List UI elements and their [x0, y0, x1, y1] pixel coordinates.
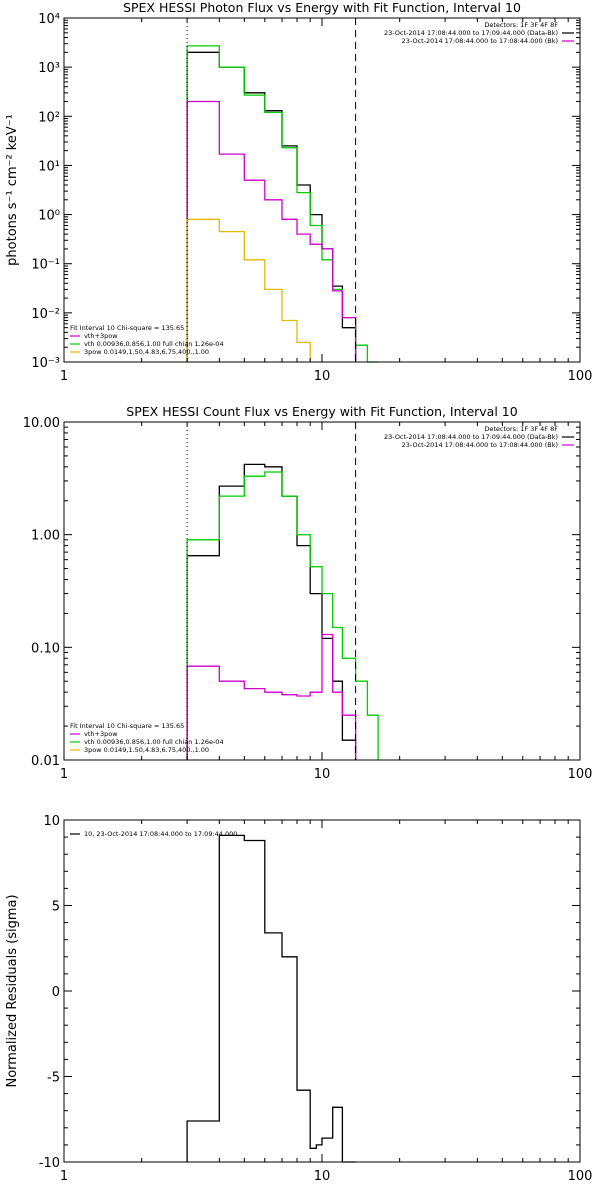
x-tick-label: 10 — [314, 369, 331, 384]
info-line: 23-Oct-2014 17:08:44.000 to 17:09:44.000… — [384, 433, 558, 441]
chart-title: SPEX HESSI Count Flux vs Energy with Fit… — [126, 404, 517, 419]
y-tick-label: 10 — [43, 814, 60, 829]
y-tick-label: 10.00 — [23, 416, 60, 431]
series-2-line — [186, 633, 357, 760]
legend-entry: vth+3pow — [84, 332, 118, 340]
info-line: 23-Oct-2014 17:08:44.000 to 17:08:44.000… — [402, 441, 558, 449]
y-tick-label: 0.01 — [31, 754, 60, 769]
y-tick-label: 5 — [52, 900, 60, 915]
chart-title: SPEX HESSI Photon Flux vs Energy with Fi… — [123, 0, 521, 15]
legend-entry: 3pow 0.0149,1.50,4.83,6.75,400.,1.00 — [84, 746, 209, 754]
x-tick-label: 1 — [60, 369, 68, 384]
info-line: 23-Oct-2014 17:08:44.000 to 17:08:44.000… — [402, 37, 558, 45]
x-tick-label: 10 — [314, 1169, 331, 1184]
x-tick-label: 100 — [568, 369, 593, 384]
x-tick-label: 100 — [568, 767, 593, 782]
y-tick-label: 10⁻³ — [31, 356, 60, 371]
legend-entry: Fit Interval 10 Chi-square = 135.65 — [70, 722, 184, 730]
y-tick-label: 10⁴ — [38, 12, 60, 27]
x-tick-label: 100 — [568, 1169, 593, 1184]
legend-entry: 10, 23-Oct-2014 17:08:44.000 to 17:09:44… — [84, 830, 237, 838]
x-tick-label: 10 — [314, 767, 331, 782]
y-tick-label: 10⁻² — [31, 307, 60, 322]
legend-entry: vth 0.00936,0.856,1.00 full chian 1.26e-… — [84, 340, 224, 348]
y-tick-label: 0 — [52, 985, 60, 1000]
info-line: Detectors: 1F 3F 4F 8F — [484, 21, 558, 29]
x-tick-label: 1 — [60, 1169, 68, 1184]
y-tick-label: 10⁰ — [38, 209, 60, 224]
y-tick-label: 10¹ — [38, 159, 60, 174]
info-line: Detectors: 1F 3F 4F 8F — [484, 425, 558, 433]
series-3-line — [186, 218, 311, 362]
count-chart: SPEX HESSI Count Flux vs Energy with Fit… — [23, 404, 593, 782]
residuals-chart: Normalized Residuals (sigma) 1 10 100 -10 -5 0… — [5, 814, 592, 1184]
y-tick-label: 10² — [38, 110, 60, 125]
y-tick-label: 1.00 — [31, 529, 60, 544]
y-axis-label: Normalized Residuals (sigma) — [5, 894, 20, 1087]
x-tick-label: 1 — [60, 767, 68, 782]
series-0-line — [186, 834, 356, 1163]
legend-entry: Fit Interval 10 Chi-square = 135.65 — [70, 324, 184, 332]
legend-entry: vth+3pow — [84, 730, 118, 738]
info-line: 23-Oct-2014 17:08:44.000 to 17:09:44.000… — [384, 29, 558, 37]
y-tick-label: -10 — [39, 1156, 60, 1171]
y-tick-label: -5 — [47, 1071, 60, 1086]
y-tick-label: 10³ — [38, 61, 60, 76]
legend-entry: vth 0.00936,0.856,1.00 full chian 1.26e-… — [84, 738, 224, 746]
y-tick-label: 10⁻¹ — [31, 258, 60, 273]
legend-entry: 3pow 0.0149,1.50,4.83,6.75,400.,1.00 — [84, 348, 209, 356]
y-axis-label: photons s⁻¹ cm⁻² keV⁻¹ — [5, 114, 20, 266]
y-tick-label: 0.10 — [31, 641, 60, 656]
photon-chart: SPEX HESSI Photon Flux vs Energy with Fi… — [5, 0, 592, 384]
series-2-line — [186, 100, 357, 362]
